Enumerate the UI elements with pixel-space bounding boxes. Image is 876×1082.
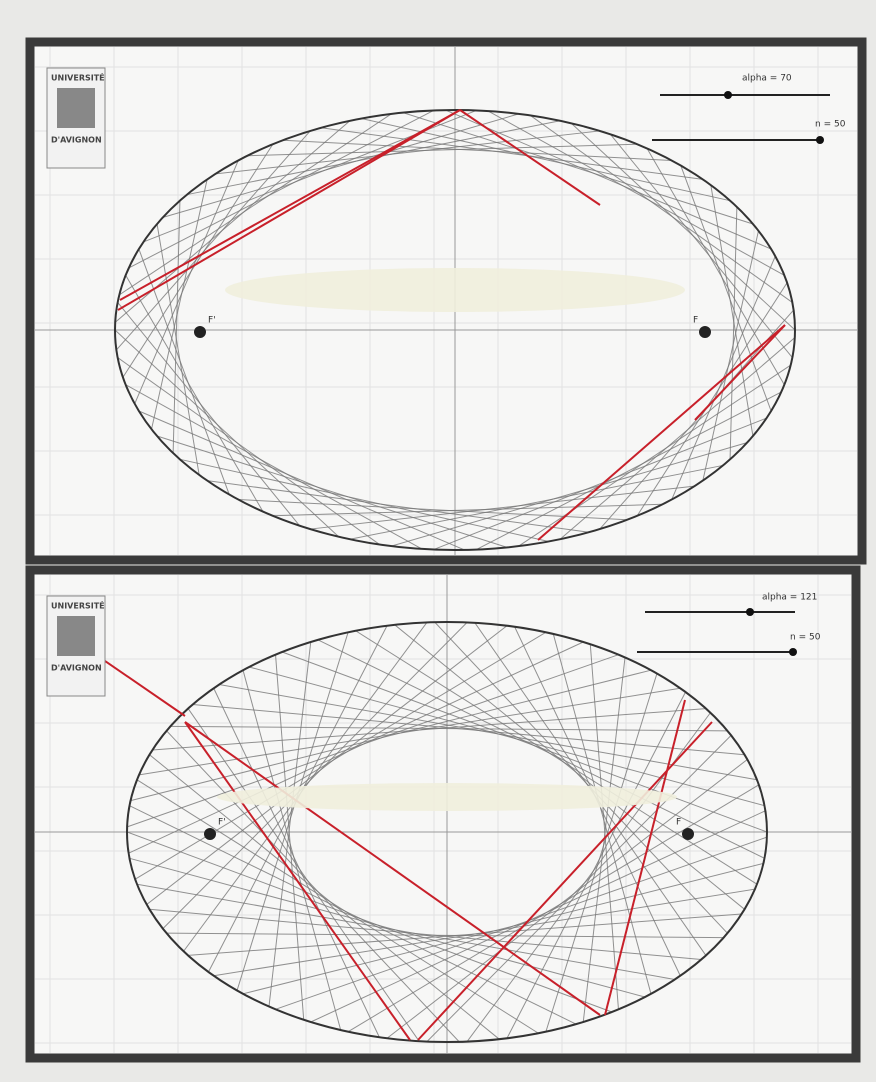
logo-image [57,616,95,656]
smudge [217,783,677,811]
smudge [225,268,685,312]
panel: F' Falpha = 121 n = 50 UNIVERSITÉ D'AVIGNON [30,570,856,1058]
logo-subtitle: D'AVIGNON [51,664,102,673]
panel-frame [30,570,856,1058]
focus-label: F [693,316,698,326]
slider-knob [816,136,824,144]
photo: F'Falpha = 70n = 50UNIVERSITÉD'AVIGNONF'… [0,0,876,1082]
focus-point [194,326,206,338]
logo-title: UNIVERSITÉ [51,600,105,611]
slider-label: alpha = 121 [762,593,817,603]
slider-knob [724,91,732,99]
focus-point [682,828,694,840]
logo: UNIVERSITÉ D'AVIGNON [47,596,105,696]
focus-label: F' [208,316,216,326]
slider-label: n = 50 [815,120,846,130]
slider-knob [789,648,797,656]
focus-point [204,828,216,840]
slider-label: n = 50 [790,633,821,643]
slider-knob [746,608,754,616]
logo-title: UNIVERSITÉ [51,72,105,83]
logo: UNIVERSITÉ D'AVIGNON [47,68,105,168]
focus-label: F [676,818,681,828]
slider-label: alpha = 70 [742,74,792,84]
focus-label: F' [218,818,226,828]
logo-image [57,88,95,128]
logo-subtitle: D'AVIGNON [51,136,102,145]
focus-point [699,326,711,338]
